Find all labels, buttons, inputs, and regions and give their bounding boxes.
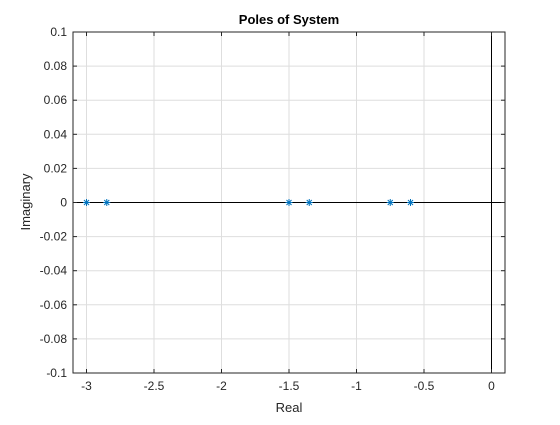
x-tick-label: -2.5 <box>144 379 165 393</box>
y-tick-label: 0.1 <box>50 25 67 39</box>
y-tick-label: -0.04 <box>40 264 68 278</box>
x-tick-label: -1 <box>351 379 362 393</box>
chart-title: Poles of System <box>239 12 339 27</box>
pole-marker <box>305 199 313 206</box>
y-tick-label: 0.06 <box>44 93 68 107</box>
y-tick-label: 0.04 <box>44 127 68 141</box>
y-tick-label: 0.08 <box>44 59 68 73</box>
x-tick-label: -1.5 <box>279 379 300 393</box>
y-tick-label: -0.06 <box>40 298 68 312</box>
y-tick-label: 0 <box>60 196 67 210</box>
x-tick-label: 0 <box>488 379 495 393</box>
x-ticks: -3 -2.5 -2 -1.5 -1 -0.5 0 <box>81 32 495 393</box>
pole-marker <box>285 199 293 206</box>
y-axis-label: Imaginary <box>18 173 33 231</box>
y-tick-label: -0.02 <box>40 230 68 244</box>
pole-marker <box>103 199 111 206</box>
x-axis-label: Real <box>276 400 303 415</box>
y-tick-label: -0.08 <box>40 332 68 346</box>
pole-markers <box>83 199 414 206</box>
y-ticks: -0.1 -0.08 -0.06 -0.04 -0.02 0 0.02 0.04 0.06 0.0… <box>40 25 505 380</box>
y-tick-label: 0.02 <box>44 161 68 175</box>
x-tick-label: -0.5 <box>414 379 435 393</box>
pole-marker <box>83 199 90 206</box>
pole-marker <box>386 199 394 206</box>
y-tick-label: -0.1 <box>46 366 67 380</box>
x-tick-label: -2 <box>216 379 227 393</box>
x-tick-label: -3 <box>81 379 92 393</box>
pole-marker <box>407 199 414 206</box>
